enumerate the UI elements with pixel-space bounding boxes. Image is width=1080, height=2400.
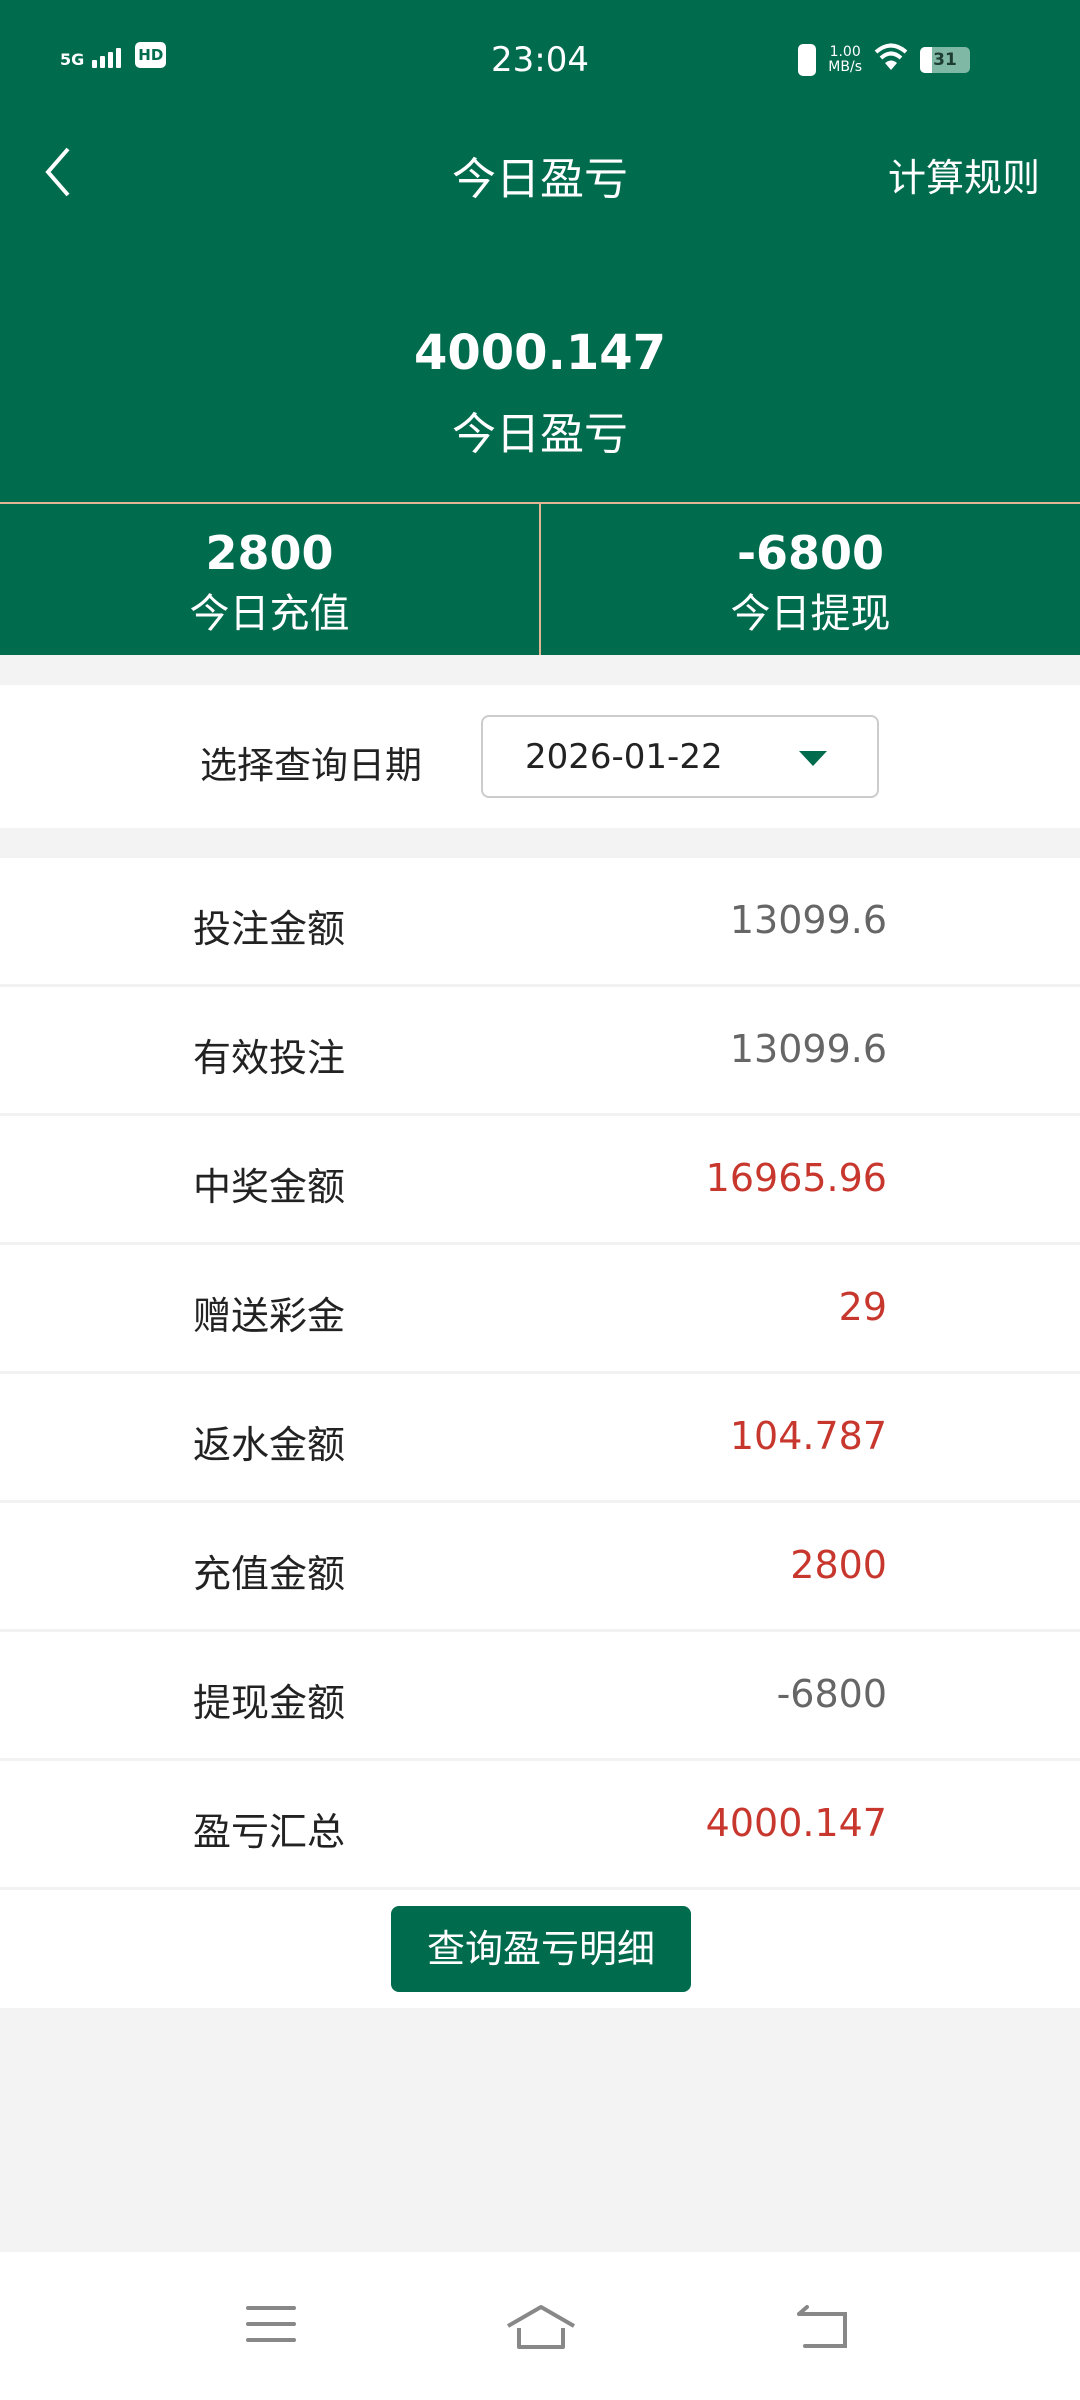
clock: 23:04	[491, 40, 589, 80]
chevron-left-icon	[45, 147, 70, 197]
date-select[interactable]: 2026-01-22	[481, 715, 879, 798]
wifi-icon	[874, 42, 908, 78]
page-title: 今日盈亏	[452, 154, 628, 205]
query-detail-button[interactable]: 查询盈亏明细	[391, 1906, 691, 1992]
menu-icon[interactable]	[245, 2304, 297, 2344]
row-label: 中奖金额	[193, 1165, 346, 1209]
row-value: -6800	[776, 1672, 887, 1716]
summary-table: 投注金额 13099.6 有效投注 13099.6 中奖金额 16965.96 赠送彩金 29…	[0, 858, 1080, 1890]
table-row: 中奖金额 16965.96	[0, 1116, 1080, 1245]
row-label: 赠送彩金	[193, 1294, 346, 1338]
vibrate-icon	[798, 44, 817, 76]
stat-label: 今日充值	[189, 591, 350, 637]
system-nav-bar	[0, 2252, 1080, 2400]
back-nav-icon[interactable]	[795, 2304, 851, 2350]
row-label: 充值金额	[193, 1552, 346, 1596]
today-profit-value: 4000.147	[413, 325, 667, 381]
calculation-rules-link[interactable]: 计算规则	[887, 156, 1040, 200]
caret-down-icon	[799, 751, 827, 766]
back-button[interactable]	[40, 145, 80, 200]
stat-value: -6800	[736, 526, 885, 580]
speed-unit: MB/s	[828, 59, 862, 75]
row-value: 13099.6	[729, 1027, 887, 1071]
speed-value: 1.00	[829, 44, 861, 60]
hd-icon: HD	[135, 42, 167, 68]
row-value: 13099.6	[729, 898, 887, 942]
home-icon[interactable]	[505, 2304, 577, 2350]
table-row: 盈亏汇总 4000.147	[0, 1761, 1080, 1890]
table-row: 提现金额 -6800	[0, 1632, 1080, 1761]
table-row: 充值金额 2800	[0, 1503, 1080, 1632]
table-row: 返水金额 104.787	[0, 1374, 1080, 1503]
row-label: 有效投注	[193, 1036, 346, 1080]
row-label: 返水金额	[193, 1423, 346, 1467]
network-speed: 1.00 MB/s	[828, 45, 862, 75]
date-filter: 选择查询日期 2026-01-22	[0, 685, 1080, 828]
row-value: 2800	[790, 1543, 887, 1587]
button-section: 查询盈亏明细	[0, 1890, 1080, 2008]
stat-withdraw: -6800 今日提现	[539, 504, 1080, 655]
battery-level: 31	[933, 50, 957, 70]
row-value: 4000.147	[705, 1801, 887, 1845]
stat-value: 2800	[205, 526, 334, 580]
table-row: 赠送彩金 29	[0, 1245, 1080, 1374]
row-value: 16965.96	[705, 1156, 887, 1200]
network-type: 5G	[60, 50, 85, 69]
row-label: 盈亏汇总	[193, 1810, 346, 1854]
status-bar: 5G HD 23:04 1.00 MB/s 31	[0, 0, 1080, 120]
date-value: 2026-01-22	[525, 737, 723, 777]
stats-panel: 2800 今日充值 -6800 今日提现	[0, 502, 1080, 655]
today-profit-label: 今日盈亏	[452, 409, 628, 460]
header-area: 5G HD 23:04 1.00 MB/s 31 今日盈亏 计算规则 4000.1…	[0, 0, 1080, 655]
stat-label: 今日提现	[730, 591, 891, 637]
table-row: 有效投注 13099.6	[0, 987, 1080, 1116]
table-row: 投注金额 13099.6	[0, 858, 1080, 987]
row-label: 提现金额	[193, 1681, 346, 1725]
row-value: 104.787	[729, 1414, 887, 1458]
row-value: 29	[838, 1285, 887, 1329]
stat-recharge: 2800 今日充值	[0, 504, 539, 655]
row-label: 投注金额	[193, 907, 346, 951]
date-label: 选择查询日期	[200, 744, 422, 787]
battery-icon: 31	[920, 47, 970, 73]
signal-icon	[92, 42, 122, 68]
